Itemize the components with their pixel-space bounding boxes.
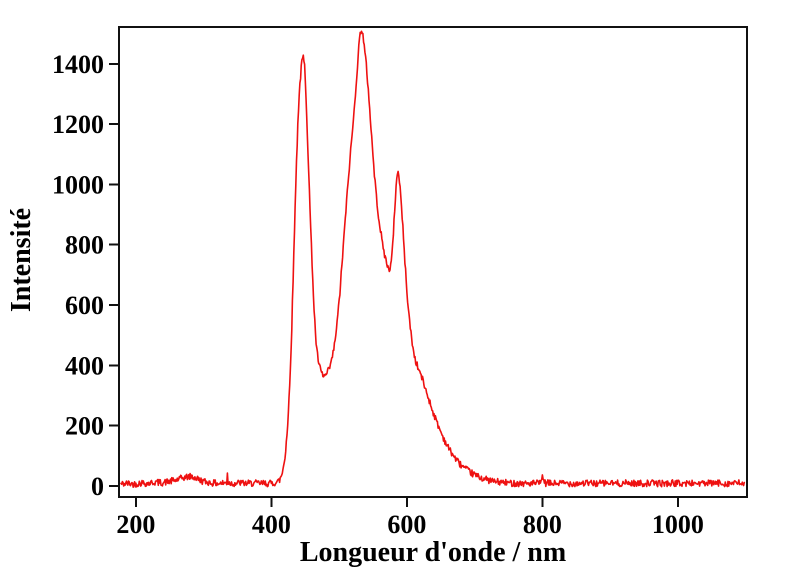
y-tick-label: 0 <box>91 472 104 501</box>
x-axis-title: Longueur d'onde / nm <box>300 537 566 568</box>
x-tick-label: 1000 <box>652 510 704 539</box>
spectrum-line <box>120 30 746 488</box>
x-tick-label: 800 <box>523 510 562 539</box>
x-tick-label: 600 <box>387 510 426 539</box>
y-axis-title: Intensité <box>6 208 37 312</box>
y-tick-label: 1200 <box>52 110 104 139</box>
y-tick-label: 600 <box>65 291 104 320</box>
y-tick-label: 1000 <box>52 170 104 199</box>
y-tick-label: 1400 <box>52 50 104 79</box>
plot-frame <box>118 26 748 498</box>
x-tick-label: 400 <box>252 510 291 539</box>
y-tick-label: 400 <box>65 351 104 380</box>
y-tick-label: 200 <box>65 412 104 441</box>
axis-ticks <box>109 62 679 507</box>
y-tick-label: 800 <box>65 231 104 260</box>
axis-tick-labels: 200 400 600 800 1000 0 200 400 600 800 1000 1200 140… <box>52 50 704 539</box>
x-tick-label: 200 <box>116 510 155 539</box>
